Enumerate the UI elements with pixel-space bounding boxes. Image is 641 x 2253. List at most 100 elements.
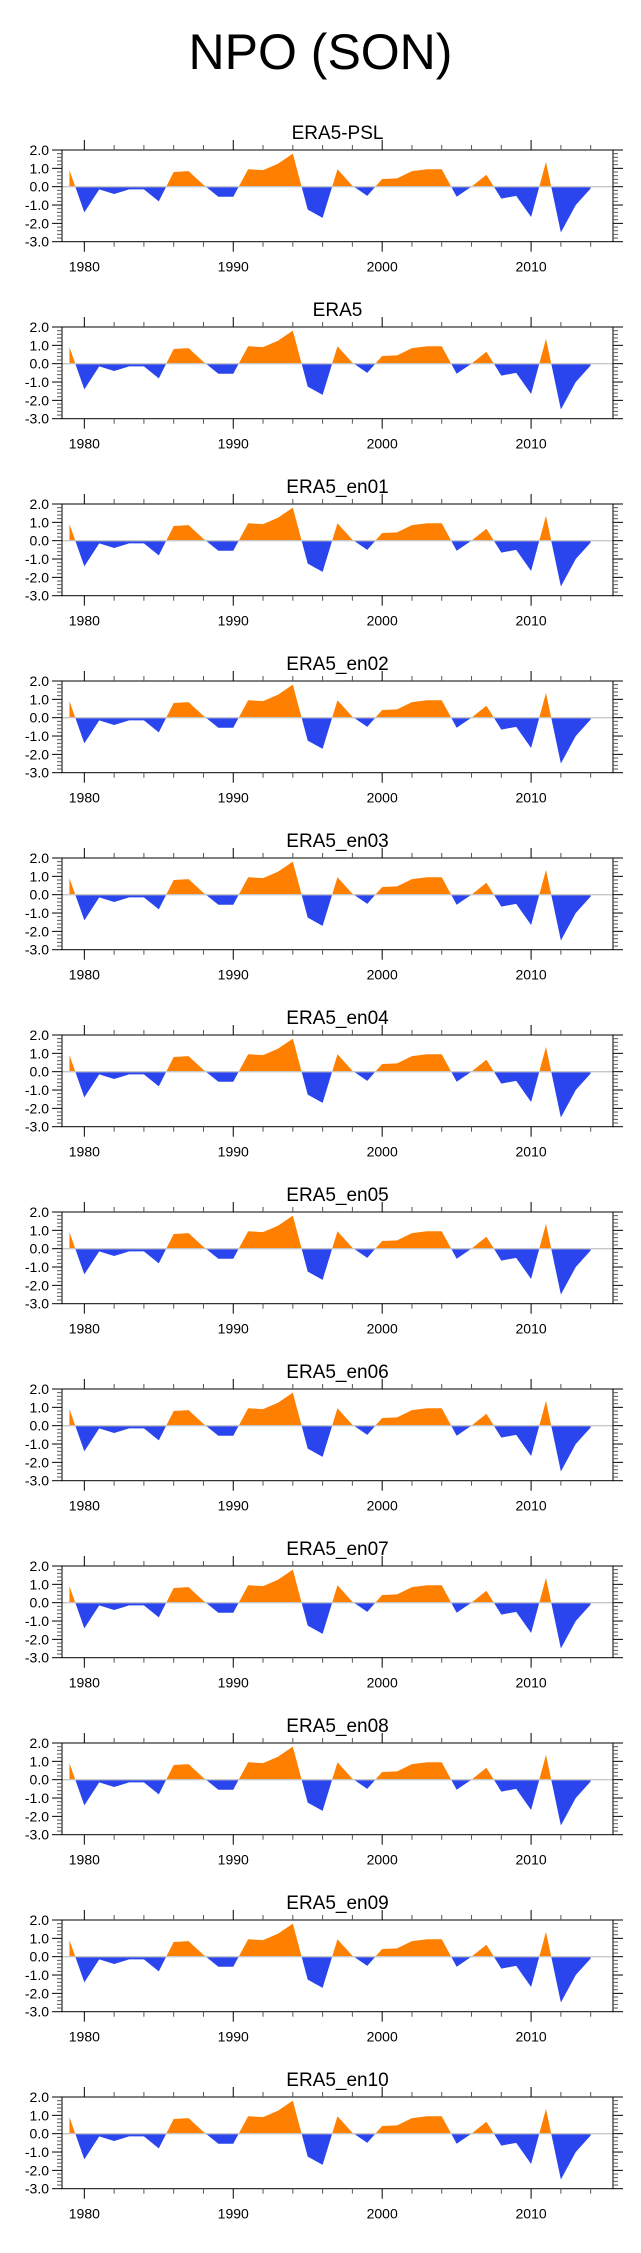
chart-panel: ERA5-PSL 2.0 1.0 0.0 -1.0 -2.0 -3.0 1980 1990 200… [25,123,623,275]
chart-panel: ERA5_en08 2.0 1.0 0.0 -1.0 -2.0 -3.0 1980 1990 20… [25,1716,623,1868]
x-tick-label: 2000 [367,2206,398,2222]
negative-area [69,1602,591,1649]
plot-frame [61,1919,614,2013]
x-tick-label: 2000 [367,790,398,806]
positive-area [69,1746,591,1780]
x-tick-label: 2000 [367,2029,398,2045]
x-tick-label: 2010 [516,2029,547,2045]
negative-area [69,2133,591,2180]
y-tick-label: -3.0 [25,942,49,958]
y-tick-label: 2.0 [30,1912,50,1928]
x-tick-label: 2000 [367,613,398,629]
negative-area [69,363,591,410]
x-tick-label: 2000 [367,1675,398,1691]
y-tick-label: 1.0 [30,337,50,353]
chart-panel: ERA5_en05 2.0 1.0 0.0 -1.0 -2.0 -3.0 1980 1990 20… [25,1185,623,1337]
x-tick-label: 2010 [516,1144,547,1160]
chart-panel: ERA5_en09 2.0 1.0 0.0 -1.0 -2.0 -3.0 1980 1990 20… [25,1893,623,2045]
y-tick-label: 2.0 [30,1204,50,1220]
y-tick-label: -2.0 [25,1985,49,2001]
negative-area [69,1956,591,2003]
panel-title: ERA5_en07 [286,1539,388,1560]
x-tick-label: 1990 [218,259,249,275]
plot-frame [61,680,614,774]
y-tick-label: -3.0 [25,1827,49,1843]
x-tick-label: 1990 [218,790,249,806]
positive-area [69,684,591,718]
x-tick-label: 1980 [69,1321,100,1337]
positive-area [69,1392,591,1426]
negative-area [69,1248,591,1295]
positive-area [69,1215,591,1249]
plot-frame [61,149,614,243]
x-tick-label: 1980 [69,259,100,275]
y-tick-label: -3.0 [25,1473,49,1489]
y-tick-label: -1.0 [25,905,49,921]
negative-area [69,540,591,587]
panel-title: ERA5_en01 [286,477,388,498]
panel-title: ERA5 [313,300,363,321]
chart-panel: ERA5_en06 2.0 1.0 0.0 -1.0 -2.0 -3.0 1980 1990 20… [25,1362,623,1514]
panel-title: ERA5_en02 [286,654,388,675]
y-tick-label: 0.0 [30,1772,50,1788]
panel-title: ERA5_en05 [286,1185,388,1206]
y-tick-label: 2.0 [30,2089,50,2105]
x-tick-label: 2000 [367,1498,398,1514]
plot-frame [61,326,614,420]
negative-area [69,1425,591,1472]
positive-area [69,861,591,895]
y-tick-label: 1.0 [30,1753,50,1769]
panel-title: ERA5_en03 [286,831,388,852]
y-tick-label: -1.0 [25,728,49,744]
positive-area [69,1569,591,1603]
panel-title: ERA5_en09 [286,1893,388,1914]
x-tick-label: 1990 [218,2029,249,2045]
y-tick-label: -1.0 [25,1790,49,1806]
plot-frame [61,1565,614,1659]
y-tick-label: -3.0 [25,588,49,604]
x-tick-label: 2000 [367,259,398,275]
y-tick-label: 1.0 [30,1930,50,1946]
y-tick-label: 0.0 [30,1418,50,1434]
y-tick-label: -1.0 [25,1967,49,1983]
x-tick-label: 1980 [69,1144,100,1160]
y-tick-label: -1.0 [25,1259,49,1275]
plot-frame [61,503,614,597]
x-tick-label: 1990 [218,2206,249,2222]
x-tick-label: 2010 [516,790,547,806]
y-tick-label: -2.0 [25,746,49,762]
y-tick-label: 1.0 [30,868,50,884]
y-tick-label: -2.0 [25,2162,49,2178]
x-tick-label: 2010 [516,967,547,983]
y-tick-label: -2.0 [25,392,49,408]
x-tick-label: 2010 [516,1852,547,1868]
positive-area [69,1923,591,1957]
y-tick-label: -3.0 [25,234,49,250]
plot-frame [61,1211,614,1305]
negative-area [69,1071,591,1118]
y-tick-label: 0.0 [30,356,50,372]
x-tick-label: 1980 [69,967,100,983]
y-tick-label: 1.0 [30,2107,50,2123]
y-tick-label: -1.0 [25,1613,49,1629]
plot-frame [61,1034,614,1128]
chart-panel: ERA5_en01 2.0 1.0 0.0 -1.0 -2.0 -3.0 1980 1990 20… [25,477,623,629]
x-tick-label: 1990 [218,1852,249,1868]
y-tick-label: 1.0 [30,1222,50,1238]
x-tick-label: 2000 [367,1321,398,1337]
y-tick-label: -1.0 [25,2144,49,2160]
figure-title: NPO (SON) [188,24,453,80]
x-tick-label: 1990 [218,436,249,452]
x-tick-label: 1990 [218,1498,249,1514]
x-tick-label: 1980 [69,613,100,629]
y-tick-label: -2.0 [25,1454,49,1470]
x-tick-label: 1980 [69,1852,100,1868]
y-tick-label: 0.0 [30,533,50,549]
negative-area [69,717,591,764]
x-tick-label: 1980 [69,790,100,806]
positive-area [69,153,591,187]
positive-area [69,2100,591,2134]
x-tick-label: 1980 [69,2206,100,2222]
plot-frame [61,2096,614,2190]
x-tick-label: 1990 [218,1144,249,1160]
